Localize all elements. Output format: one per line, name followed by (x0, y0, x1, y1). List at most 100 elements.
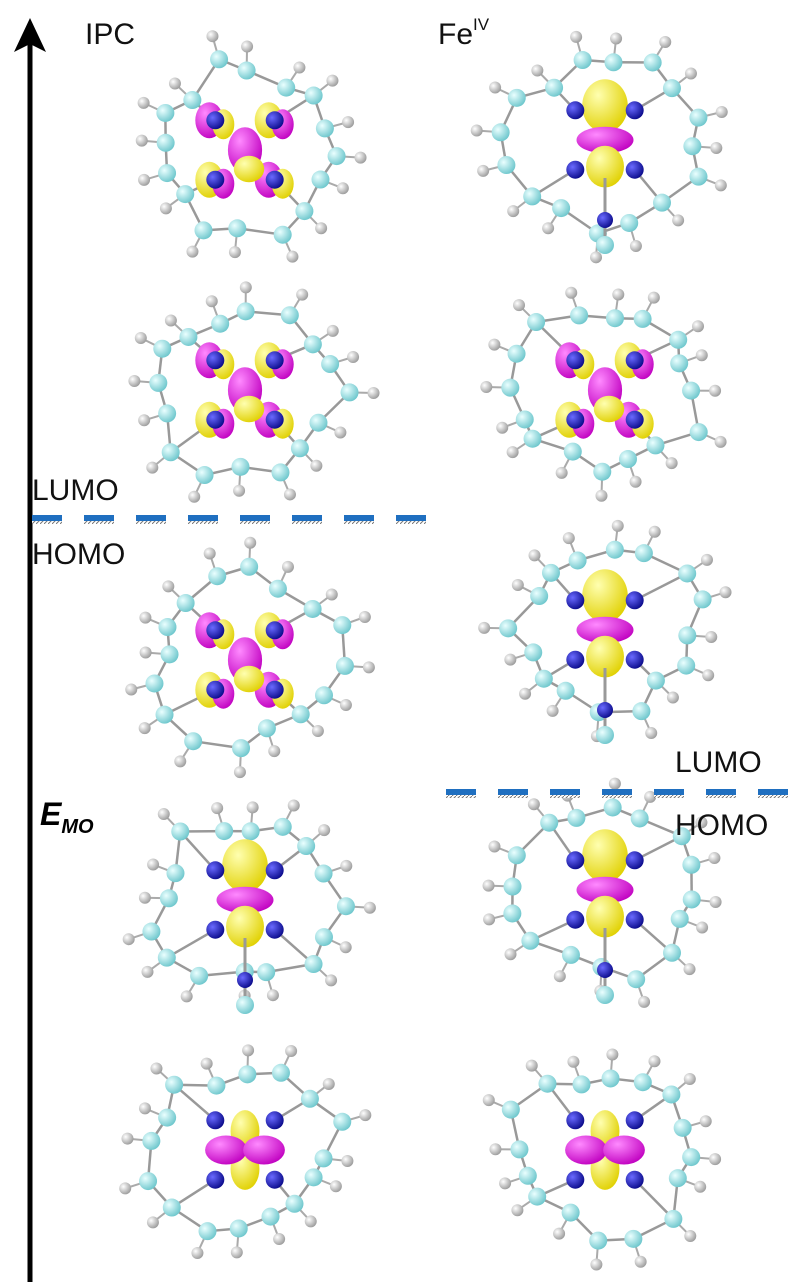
lumo-label: LUMO (675, 746, 762, 779)
carbon-atom (336, 657, 354, 675)
nitrogen-atom (206, 351, 224, 369)
hydrogen-atom (327, 325, 339, 337)
carbon-atom (593, 463, 611, 481)
carbon-atom (564, 443, 582, 461)
hydrogen-atom (553, 1228, 565, 1240)
carbon-atom (285, 1195, 303, 1213)
carbon-atom (683, 890, 701, 908)
carbon-atom (670, 354, 688, 372)
carbon-atom (292, 705, 310, 723)
carbon-atom (257, 963, 275, 981)
hydrogen-atom (140, 647, 152, 659)
homo-label: HOMO (32, 538, 125, 571)
carbon-atom (646, 436, 664, 454)
carbon-atom (647, 672, 665, 690)
hydrogen-atom (364, 902, 376, 914)
nitrogen-atom (626, 351, 644, 369)
hydrogen-atom (359, 1109, 371, 1121)
nitrogen-atom (566, 851, 584, 869)
hydrogen-atom (526, 1060, 538, 1072)
hydrogen-atom (692, 320, 704, 332)
carbon-atom (662, 1085, 680, 1103)
molecule (136, 30, 367, 262)
carbon-atom (620, 214, 638, 232)
hydrogen-atom (504, 654, 516, 666)
carbon-atom (508, 345, 526, 363)
molecule (478, 520, 731, 744)
orbital-lobe (582, 569, 628, 622)
hydrogen-atom (554, 970, 566, 982)
molecule (119, 1044, 371, 1259)
nitrogen-atom (266, 411, 284, 429)
hydrogen-atom (242, 1044, 254, 1056)
hydrogen-atom (174, 755, 186, 767)
hydrogen-atom (659, 36, 671, 48)
carbon-atom (316, 119, 334, 137)
hydrogen-atom (139, 722, 151, 734)
hydrogen-atom (141, 966, 153, 978)
hydrogen-atom (700, 1115, 712, 1127)
carbon-atom (499, 619, 517, 637)
hydrogen-atom (342, 116, 354, 128)
hydrogen-atom (165, 315, 177, 327)
nitrogen-atom (626, 411, 644, 429)
hydrogen-atom (649, 526, 661, 538)
carbon-atom (492, 123, 510, 141)
hydrogen-atom (334, 426, 346, 438)
carbon-atom (596, 986, 614, 1004)
nitrogen-atom (266, 681, 284, 699)
carbon-atom (632, 702, 650, 720)
carbon-atom (604, 53, 622, 71)
hydrogen-atom (293, 62, 305, 74)
carbon-atom (644, 53, 662, 71)
nitrogen-atom (206, 1171, 224, 1189)
hydrogen-atom (310, 460, 322, 472)
hydrogen-atom (710, 142, 722, 154)
molecule (471, 31, 728, 263)
carbon-atom (689, 168, 707, 186)
homo-label: HOMO (675, 809, 768, 842)
axis-label-base: E (40, 796, 63, 832)
hydrogen-atom (206, 30, 218, 42)
carbon-atom (677, 657, 695, 675)
hydrogen-atom (267, 989, 279, 1001)
carbon-atom (635, 544, 653, 562)
carbon-atom (627, 970, 645, 988)
nitrogen-atom (206, 111, 224, 129)
carbon-atom (333, 1113, 351, 1131)
carbon-atom (678, 626, 696, 644)
nitrogen-atom (266, 861, 284, 879)
hydrogen-atom (169, 78, 181, 90)
carbon-atom (162, 443, 180, 461)
carbon-atom (690, 423, 708, 441)
carbon-atom (184, 732, 202, 750)
orbital-lobe (234, 666, 264, 693)
hydrogen-atom (483, 913, 495, 925)
hydrogen-atom (323, 1078, 335, 1090)
hydrogen-atom (499, 1177, 511, 1189)
carbon-atom (530, 587, 548, 605)
hydrogen-atom (512, 579, 524, 591)
carbon-atom (215, 822, 233, 840)
hydrogen-atom (478, 622, 490, 634)
hydrogen-atom (612, 288, 624, 300)
hydrogen-atom (229, 246, 241, 258)
carbon-atom (510, 1140, 528, 1158)
hydrogen-atom (186, 246, 198, 258)
nitrogen-atom (206, 621, 224, 639)
gap-line-left (32, 518, 430, 522)
orbital-lobe (582, 79, 628, 132)
hydrogen-atom (696, 922, 708, 934)
carbon-atom (523, 187, 541, 205)
carbon-atom (528, 1188, 546, 1206)
hydrogen-atom (496, 422, 508, 434)
hydrogen-atom (709, 385, 721, 397)
carbon-atom (194, 221, 212, 239)
hydrogen-atom (483, 880, 495, 892)
hydrogen-atom (160, 202, 172, 214)
nitrogen-atom (206, 921, 224, 939)
carbon-atom (177, 594, 195, 612)
nitrogen-atom (237, 972, 253, 988)
hydrogen-atom (480, 381, 492, 393)
carbon-atom (501, 379, 519, 397)
